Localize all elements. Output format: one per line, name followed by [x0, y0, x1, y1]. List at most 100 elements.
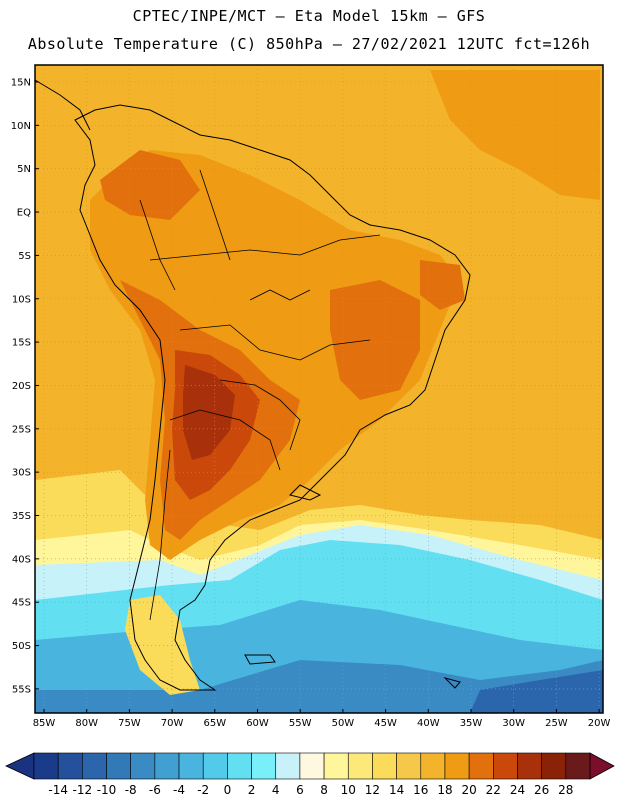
south-america-outline	[74, 104, 471, 691]
colorbar-label: 28	[558, 783, 573, 797]
lon-label: 75W	[118, 718, 141, 729]
falklands-outline	[244, 654, 276, 665]
colorbar: -14 -12 -10 -8 -6 -4 -2 0 2 4 6 8 10 12 14 16 18 20 22 24 26…	[5, 752, 615, 797]
colorbar-cell	[106, 752, 131, 780]
field-northeast-hot	[420, 260, 465, 310]
colorbar-label: 2	[248, 783, 256, 797]
border-bolivia-brazil	[179, 324, 371, 361]
colorbar-cell	[323, 752, 349, 780]
lon-label: 25W	[545, 718, 568, 729]
lon-label: 60W	[246, 718, 269, 729]
field-band-blue3	[470, 670, 603, 713]
lat-label: 10N	[11, 121, 31, 132]
field-brazil-hot	[330, 280, 420, 400]
lat-label: 20S	[12, 381, 31, 392]
colorbar-label: 26	[534, 783, 549, 797]
colorbar-cell	[202, 752, 228, 780]
longitude-labels: 85W 80W 75W 70W 65W 60W 55W 50W 45W 40W 35W 30W 25W 2…	[33, 709, 611, 729]
colorbar-label: -2	[197, 783, 209, 797]
lat-label: EQ	[17, 208, 31, 219]
map-frame	[34, 64, 604, 714]
colorbar-label: 10	[341, 783, 356, 797]
colorbar-label: 14	[389, 783, 404, 797]
border-north	[149, 234, 381, 261]
colorbar-label: 6	[296, 783, 304, 797]
lon-label: 45W	[374, 718, 397, 729]
lon-label: 65W	[203, 718, 226, 729]
colorbar-label: -4	[173, 783, 185, 797]
colorbar-label: -6	[149, 783, 161, 797]
lagoon-outline	[289, 484, 322, 501]
colorbar-cell	[275, 752, 301, 780]
colorbar-cell	[299, 752, 325, 780]
colorbar-cell	[565, 752, 591, 780]
temperature-field	[35, 65, 603, 713]
colorbar-label: 0	[224, 783, 232, 797]
colorbar-label: -8	[125, 783, 137, 797]
border-chile-argentina	[149, 449, 171, 621]
title-line-1: CPTEC/INPE/MCT – Eta Model 15km – GFS	[132, 7, 486, 25]
lon-label: 80W	[75, 718, 98, 729]
lat-label: 30S	[12, 468, 31, 479]
field-band-blue2	[35, 660, 603, 713]
border-argentina-north	[169, 409, 281, 471]
lon-label: 70W	[161, 718, 184, 729]
lat-label: 55S	[12, 684, 31, 695]
lat-label: 5S	[18, 251, 31, 262]
lat-label: 50S	[12, 641, 31, 652]
colorbar-label: -10	[97, 783, 117, 797]
border-brazil-internal	[249, 289, 311, 301]
country-borders	[139, 169, 381, 621]
lon-label: 50W	[332, 718, 355, 729]
colorbar-label: 12	[365, 783, 380, 797]
colorbar-cell	[468, 752, 494, 780]
lat-label: 25S	[12, 424, 31, 435]
lat-label: 10S	[12, 294, 31, 305]
title-line-2: Absolute Temperature (C) 850hPa – 27/02/…	[27, 35, 591, 53]
colorbar-arrow-right	[589, 752, 615, 780]
lat-label: 35S	[12, 511, 31, 522]
colorbar-label: 18	[437, 783, 452, 797]
lon-label: 30W	[502, 718, 525, 729]
lat-label: 15S	[12, 338, 31, 349]
colorbar-cell	[57, 752, 83, 780]
central-america-coast	[34, 79, 91, 131]
colorbar-arrow-left	[5, 752, 35, 780]
border-colombia-venezuela	[199, 169, 231, 261]
colorbar-label: -14	[48, 783, 68, 797]
grid-lines	[35, 65, 603, 713]
colorbar-cell	[154, 752, 180, 780]
colorbar-cell	[251, 752, 277, 780]
south-georgia-outline	[443, 677, 461, 689]
border-ecuador-peru	[139, 199, 176, 291]
colorbar-label: 16	[413, 783, 428, 797]
colorbar-label: -12	[73, 783, 93, 797]
colorbar-cells	[5, 752, 615, 780]
colorbar-label: 8	[320, 783, 328, 797]
colorbar-label: 22	[486, 783, 501, 797]
colorbar-cell	[178, 752, 204, 780]
colorbar-cell	[33, 752, 59, 780]
colorbar-cell	[517, 752, 542, 780]
field-patagonia	[125, 595, 200, 695]
lon-label: 35W	[460, 718, 483, 729]
colorbar-label: 20	[461, 783, 476, 797]
lat-label: 45S	[12, 598, 31, 609]
colorbar-label: 4	[272, 783, 280, 797]
colorbar-label: 24	[510, 783, 525, 797]
colorbar-cell	[130, 752, 156, 780]
field-warm-north	[430, 70, 600, 200]
field-andes-north-hot	[100, 150, 200, 220]
lon-label: 85W	[33, 718, 56, 729]
lat-label: 15N	[11, 78, 31, 89]
lat-label: 40S	[12, 554, 31, 565]
colorbar-labels: -14 -12 -10 -8 -6 -4 -2 0 2 4 6 8 10 12 14 16 18 20 22 24 26…	[48, 783, 573, 797]
colorbar-cell	[347, 752, 373, 780]
colorbar-cell	[444, 752, 470, 780]
border-paraguay	[219, 379, 301, 451]
colorbar-cell	[396, 752, 422, 780]
colorbar-cell	[541, 752, 567, 780]
colorbar-cell	[227, 752, 252, 780]
lon-label: 40W	[417, 718, 440, 729]
